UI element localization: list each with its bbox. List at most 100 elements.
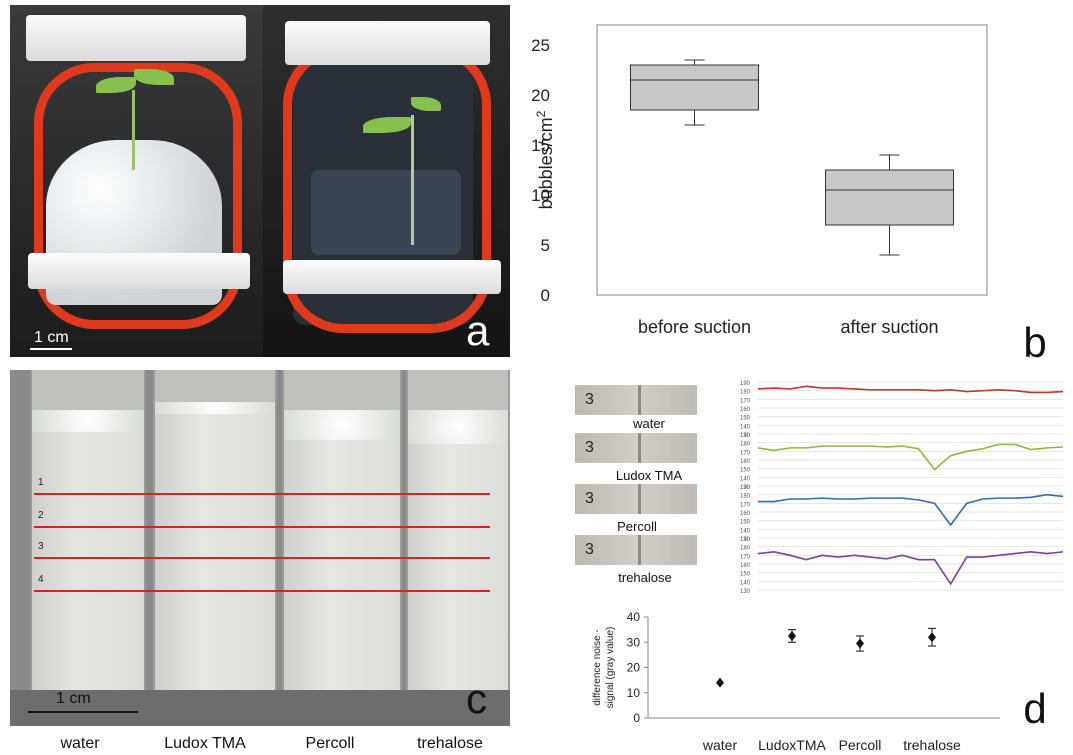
line-number: 4 bbox=[38, 574, 44, 585]
y-axis-label: difference noise - signal (gray value) bbox=[592, 627, 616, 709]
y-tick-label: 150 bbox=[740, 416, 751, 422]
y-tick-label: 160 bbox=[740, 511, 751, 517]
swatch-line bbox=[638, 433, 641, 463]
measurement-line bbox=[34, 590, 490, 592]
panel-d-line-profiles: 1901801701601501401301901801701601501401… bbox=[738, 378, 1068, 600]
tube-ludox bbox=[153, 370, 277, 690]
y-tick-label: 130 bbox=[740, 485, 751, 491]
y-tick-label: 140 bbox=[740, 528, 751, 534]
y-tick-label: 190 bbox=[740, 381, 751, 387]
y-tick-label: 160 bbox=[740, 563, 751, 569]
tube-foam bbox=[32, 410, 144, 432]
swatch-number: 3 bbox=[585, 541, 594, 558]
container-before-suction bbox=[10, 5, 263, 357]
y-tick-label: 20 bbox=[531, 86, 550, 105]
tube-foam bbox=[284, 410, 400, 440]
sample-swatch-ludox: 3 bbox=[575, 433, 697, 463]
red-oring bbox=[34, 63, 242, 329]
category-label: Percoll bbox=[305, 735, 355, 752]
y-tick-label: 170 bbox=[740, 398, 751, 404]
y-tick-label: 140 bbox=[740, 476, 751, 482]
data-point bbox=[716, 677, 724, 688]
tube-percoll bbox=[282, 370, 402, 690]
y-axis-label: bubbles/cm2 bbox=[534, 110, 556, 209]
data-point bbox=[856, 638, 864, 649]
swatch-number: 3 bbox=[585, 439, 594, 456]
y-tick-label: 130 bbox=[740, 537, 751, 543]
data-point bbox=[928, 632, 936, 643]
tube-cap bbox=[284, 370, 400, 410]
swatch-number: 3 bbox=[585, 490, 594, 507]
line-number: 1 bbox=[38, 477, 44, 488]
panel-c-photo: 1 2 3 4 1 cm c bbox=[10, 370, 510, 726]
soil-patch bbox=[311, 170, 461, 255]
sample-swatch-trehalose: 3 bbox=[575, 535, 697, 565]
y-tick-label: 20 bbox=[627, 661, 641, 675]
swatch-line bbox=[638, 484, 641, 514]
swatch-line bbox=[638, 535, 641, 565]
tube-rack bbox=[10, 690, 510, 726]
y-tick-label: 190 bbox=[740, 485, 751, 491]
y-tick-label: 180 bbox=[740, 390, 751, 396]
x-tick-label: trehalose bbox=[903, 737, 961, 753]
tape-bottom bbox=[28, 253, 250, 289]
y-tick-label: 10 bbox=[531, 186, 550, 205]
plot-frame bbox=[596, 24, 988, 296]
y-tick-label: 170 bbox=[740, 502, 751, 508]
box-0 bbox=[630, 64, 759, 111]
container-after-suction bbox=[263, 5, 510, 357]
y-tick-label: 160 bbox=[740, 407, 751, 413]
y-tick-label: 140 bbox=[740, 424, 751, 430]
scale-label: 1 cm bbox=[34, 329, 69, 346]
scale-bar bbox=[28, 711, 138, 713]
category-label: Ludox TMA bbox=[164, 735, 246, 752]
swatch-line bbox=[638, 385, 641, 415]
data-point bbox=[788, 630, 796, 641]
x-tick-label: LudoxTMA bbox=[758, 737, 826, 753]
sample-swatch-water: 3 bbox=[575, 385, 697, 415]
tape-top bbox=[285, 21, 490, 65]
category-label: water bbox=[60, 735, 100, 752]
y-tick-label: 170 bbox=[740, 450, 751, 456]
profile-line-1 bbox=[757, 385, 1064, 394]
y-tick-label: 10 bbox=[627, 686, 641, 700]
swatch-label: Ludox TMA bbox=[615, 468, 683, 483]
profile-line-4 bbox=[757, 551, 1064, 586]
tube-water bbox=[30, 370, 146, 690]
y-tick-label: 140 bbox=[740, 580, 751, 586]
tape-bottom bbox=[283, 260, 501, 294]
panel-d-scatter: 0 10 20 30 40 difference noise - signal (gray … bbox=[592, 610, 1047, 753]
y-tick-label: 0 bbox=[541, 286, 550, 305]
box-1 bbox=[825, 169, 954, 226]
y-tick-label: 150 bbox=[740, 520, 751, 526]
y-tick-label: 160 bbox=[740, 459, 751, 465]
y-tick-label: 150 bbox=[740, 468, 751, 474]
y-tick-label: 40 bbox=[627, 610, 641, 624]
seedling-stem bbox=[132, 90, 135, 170]
y-tick-label: 130 bbox=[740, 589, 751, 595]
seedling-leaf bbox=[363, 117, 411, 133]
sample-swatch-percoll: 3 bbox=[575, 484, 697, 514]
tube-trehalose bbox=[406, 370, 510, 690]
scale-bar bbox=[30, 348, 72, 350]
y-tick-label: 150 bbox=[740, 572, 751, 578]
profile-line-2 bbox=[757, 443, 1064, 471]
y-tick-label: 130 bbox=[740, 433, 751, 439]
profiles-background bbox=[738, 378, 1068, 600]
swatch-label: Percoll bbox=[617, 519, 657, 534]
measurement-line bbox=[34, 493, 490, 495]
measurement-line bbox=[34, 557, 490, 559]
swatch-label: water bbox=[633, 416, 665, 431]
profile-line-3 bbox=[758, 493, 1064, 527]
line-number: 3 bbox=[38, 541, 44, 552]
x-tick-label: before suction bbox=[638, 317, 751, 337]
tube-cap bbox=[408, 370, 508, 410]
tube-foam bbox=[408, 410, 508, 444]
panel-a-photo: 1 cm a bbox=[10, 5, 510, 357]
y-tick-label: 190 bbox=[740, 537, 751, 543]
x-tick-label: Percoll bbox=[839, 737, 882, 753]
y-tick-label: 25 bbox=[531, 36, 550, 55]
y-tick-label: 180 bbox=[740, 546, 751, 552]
x-tick-label: after suction bbox=[840, 317, 938, 337]
y-tick-label: 170 bbox=[740, 554, 751, 560]
